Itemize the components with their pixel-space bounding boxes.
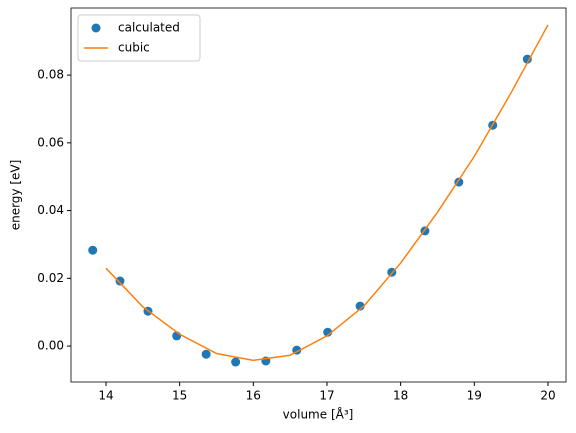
x-tick-label: 15 — [172, 389, 187, 403]
plot-frame — [70, 7, 567, 383]
data-point — [355, 301, 365, 311]
x-tick-label: 20 — [540, 389, 555, 403]
y-tick-label: 0.02 — [37, 271, 64, 285]
x-axis-label: volume [Å³] — [283, 407, 354, 422]
y-tick-label: 0.08 — [37, 68, 64, 82]
y-axis-label: energy [eV] — [9, 160, 23, 231]
x-tick-label: 18 — [393, 389, 408, 403]
data-point — [115, 276, 125, 286]
y-tick-label: 0.04 — [37, 203, 64, 217]
data-point — [522, 54, 532, 64]
y-tick-label: 0.06 — [37, 135, 64, 149]
data-point — [88, 245, 98, 255]
y-tick-label: 0.00 — [37, 339, 64, 353]
data-point — [231, 357, 241, 367]
x-tick-label: 16 — [246, 389, 261, 403]
data-line — [105, 24, 549, 362]
x-tick-label: 17 — [319, 389, 334, 403]
legend-label: calculated — [118, 21, 180, 35]
x-tick-label: 19 — [467, 389, 482, 403]
legend-box — [77, 14, 201, 62]
legend-marker — [91, 23, 101, 33]
legend-label: cubic — [118, 41, 150, 55]
data-point — [201, 349, 211, 359]
x-tick-label: 14 — [98, 389, 113, 403]
